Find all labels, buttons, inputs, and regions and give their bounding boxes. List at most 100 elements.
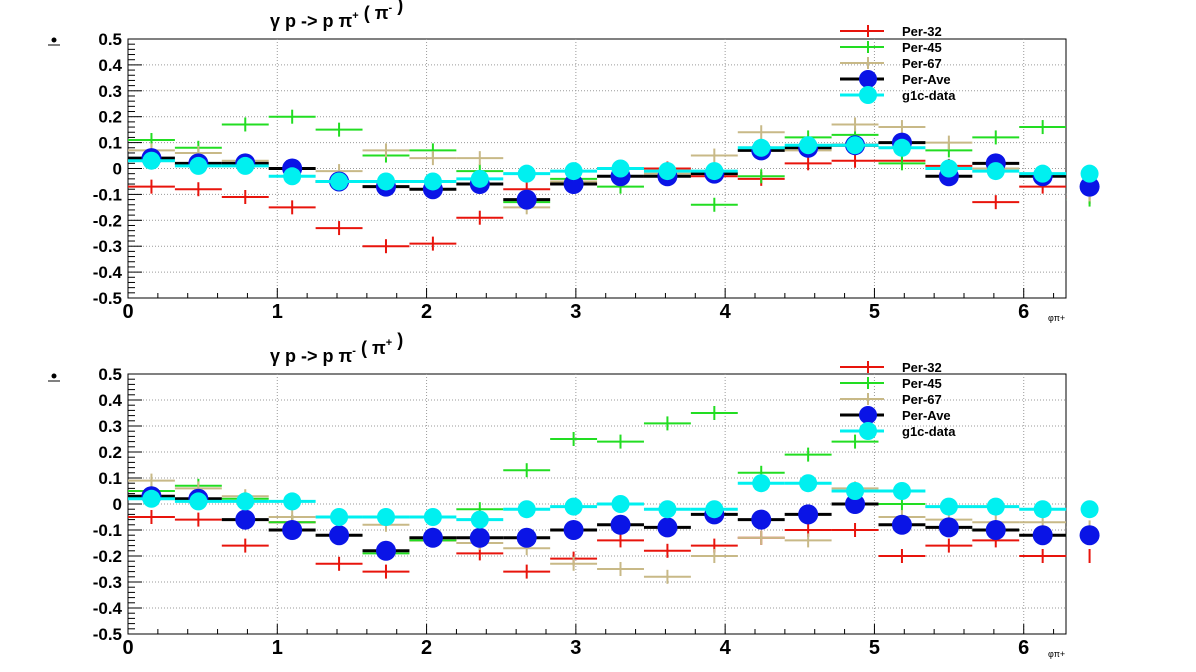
data-point — [469, 527, 490, 548]
y-tick-label: -0.2 — [93, 211, 122, 230]
data-point — [1033, 164, 1052, 183]
data-point — [799, 474, 818, 493]
data-point — [939, 159, 958, 178]
legend-label: Per-45 — [902, 40, 942, 55]
data-point — [563, 174, 584, 195]
data-point — [986, 162, 1005, 181]
x-tick-label: 1 — [272, 637, 283, 659]
y-tick-label: 0 — [113, 160, 122, 179]
x-tick-label: 2 — [421, 637, 432, 659]
data-point — [985, 520, 1006, 540]
data-point — [705, 500, 724, 519]
y-tick-label: -0.4 — [93, 599, 123, 618]
x-tick-label: 1 — [272, 301, 283, 323]
data-point — [375, 540, 396, 561]
series-g1c-data — [128, 474, 1099, 529]
x-tick-label: 0 — [122, 301, 133, 323]
x-tick-label: 5 — [869, 301, 880, 323]
data-point — [330, 172, 349, 191]
legend-marker — [859, 406, 877, 424]
x-tick-label: 4 — [720, 637, 732, 659]
data-point — [610, 514, 631, 535]
data-point — [798, 504, 819, 525]
legend-marker — [859, 86, 877, 104]
data-point — [189, 492, 208, 511]
legend-label: Per-67 — [902, 392, 942, 407]
data-point — [845, 494, 866, 514]
data-point — [1079, 525, 1100, 546]
data-point — [423, 172, 442, 191]
data-point — [1080, 500, 1099, 519]
data-point — [939, 497, 958, 516]
data-point — [235, 509, 256, 530]
x-tick-label: 3 — [570, 637, 581, 659]
data-point — [283, 167, 302, 186]
y-tick-label: 0.1 — [98, 469, 122, 488]
chart-panel-1: -0.5 -0.4 -0.3 -0.2 -0.1 0 0.1 0.2 0.3 0.4 0.5 0 1 2 3… — [48, 0, 1100, 323]
chart-title: γ p -> p π- ( π+ ) — [270, 330, 403, 366]
data-point — [189, 156, 208, 175]
data-point — [142, 489, 161, 508]
data-point — [611, 159, 630, 178]
data-point — [517, 500, 536, 519]
data-point — [891, 514, 912, 535]
y-tick-label: 0.1 — [98, 134, 122, 153]
data-point — [330, 508, 349, 526]
y-tick-label: -0.5 — [93, 289, 122, 308]
y-tick-label: 0.4 — [98, 56, 122, 75]
data-point — [986, 497, 1005, 516]
series-g1c-data — [128, 136, 1099, 191]
x-tick-label: 0 — [122, 637, 133, 659]
data-point — [376, 172, 395, 191]
legend-label: Per-67 — [902, 56, 942, 71]
data-point — [470, 510, 489, 529]
data-point — [658, 162, 677, 181]
x-tick-label: 4 — [720, 301, 732, 323]
data-point — [283, 492, 302, 511]
data-point — [516, 527, 537, 548]
data-point — [236, 492, 255, 511]
y-tick-label: -0.3 — [93, 237, 122, 256]
data-point — [282, 520, 303, 540]
data-point — [1080, 164, 1099, 183]
data-point — [846, 136, 865, 155]
data-point — [422, 527, 443, 548]
y-tick-label: -0.1 — [93, 185, 122, 204]
data-point — [564, 497, 583, 516]
legend-label: g1c-data — [902, 88, 956, 103]
data-point — [657, 517, 678, 538]
y-tick-label: -0.4 — [93, 263, 123, 282]
y-tick-label: -0.5 — [93, 625, 122, 644]
data-point — [1032, 525, 1053, 546]
data-point — [517, 164, 536, 183]
data-point — [938, 517, 959, 538]
legend-label: Per-32 — [902, 24, 942, 39]
data-point — [751, 509, 772, 530]
data-point — [516, 189, 537, 210]
legend-label: Per-Ave — [902, 72, 951, 87]
legend-label: Per-45 — [902, 376, 942, 391]
data-point — [752, 474, 771, 493]
x-axis-label: φπ+ — [1048, 313, 1065, 323]
data-point — [423, 508, 442, 526]
data-point — [892, 482, 911, 500]
x-tick-label: 3 — [570, 301, 581, 323]
legend-marker — [859, 422, 877, 440]
x-tick-label: 6 — [1018, 301, 1029, 323]
data-point — [329, 525, 350, 546]
data-point — [236, 156, 255, 175]
data-point — [1033, 500, 1052, 519]
chart-panel-2: -0.5 -0.4 -0.3 -0.2 -0.1 0 0.1 0.2 0.3 0.4 0.5 0 1 2 3… — [48, 330, 1100, 659]
bullet-icon — [51, 373, 57, 379]
y-tick-label: 0.3 — [98, 82, 122, 101]
data-point — [563, 520, 584, 540]
x-tick-label: 2 — [421, 301, 432, 323]
data-point — [752, 138, 771, 157]
bullet-icon — [51, 37, 57, 43]
data-point — [846, 482, 865, 500]
y-tick-label: 0.4 — [98, 391, 122, 410]
y-tick-label: -0.1 — [93, 521, 122, 540]
data-point — [142, 151, 161, 170]
